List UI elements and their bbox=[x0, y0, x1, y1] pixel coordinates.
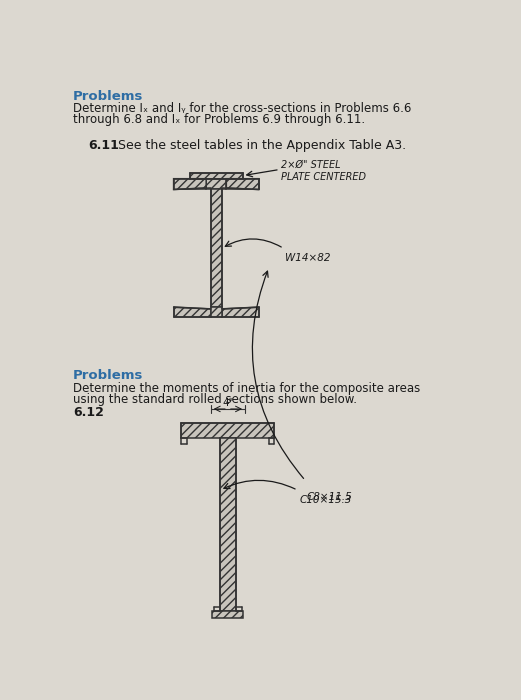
Bar bbox=[211, 190, 221, 307]
Text: Determine the moments of inertia for the composite areas: Determine the moments of inertia for the… bbox=[73, 382, 420, 395]
Bar bbox=[220, 438, 235, 612]
Bar bbox=[173, 178, 206, 190]
Text: 6.12: 6.12 bbox=[73, 406, 104, 419]
Text: 6.11: 6.11 bbox=[89, 139, 119, 153]
Text: C8×11.5: C8×11.5 bbox=[307, 492, 353, 502]
Bar bbox=[226, 178, 259, 190]
Polygon shape bbox=[221, 307, 259, 317]
Bar bbox=[213, 612, 243, 617]
Text: Problems: Problems bbox=[73, 90, 143, 103]
Bar bbox=[211, 307, 221, 317]
Polygon shape bbox=[173, 178, 206, 190]
Bar bbox=[206, 178, 226, 190]
Text: Determine Iₓ and Iᵧ for the cross-sections in Problems 6.6: Determine Iₓ and Iᵧ for the cross-sectio… bbox=[73, 102, 411, 116]
Bar bbox=[190, 173, 243, 178]
Text: through 6.8 and Iₓ for Problems 6.9 through 6.11.: through 6.8 and Iₓ for Problems 6.9 thro… bbox=[73, 113, 365, 126]
Text: W14×82: W14×82 bbox=[285, 253, 331, 263]
Text: using the standard rolled sections shown below.: using the standard rolled sections shown… bbox=[73, 393, 357, 406]
Polygon shape bbox=[173, 307, 211, 317]
Text: 2×Ø" STEEL
PLATE CENTERED: 2×Ø" STEEL PLATE CENTERED bbox=[281, 160, 366, 182]
Text: 4": 4" bbox=[222, 398, 233, 408]
Text: C10×15.3: C10×15.3 bbox=[299, 495, 352, 505]
Bar bbox=[181, 423, 275, 438]
Text: See the steel tables in the Appendix Table A3.: See the steel tables in the Appendix Tab… bbox=[118, 139, 406, 153]
Polygon shape bbox=[226, 178, 259, 190]
Text: Problems: Problems bbox=[73, 369, 143, 382]
